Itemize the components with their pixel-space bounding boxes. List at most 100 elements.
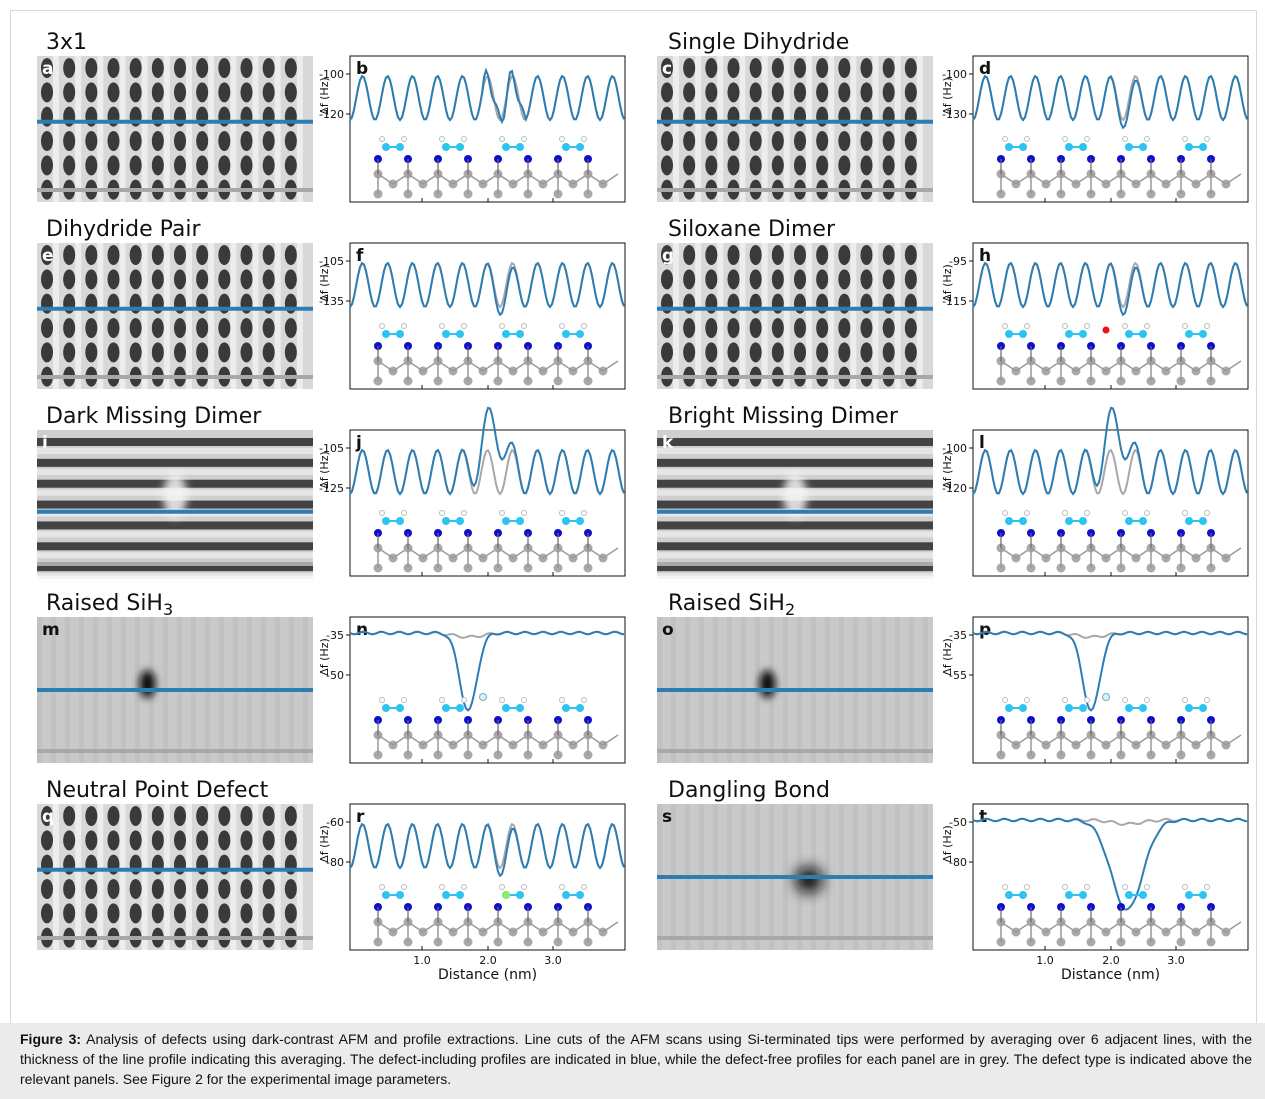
bulk-bond — [1030, 921, 1047, 933]
hydrogen-atom — [379, 510, 385, 516]
afm-bright-column — [230, 243, 237, 389]
bulk-bond — [407, 547, 424, 559]
hydrogen-atom — [379, 884, 385, 890]
afm-dark-row — [657, 542, 933, 551]
hydrogen-atom — [1062, 136, 1068, 142]
afm-dark-spot — [904, 245, 917, 265]
afm-dark-spot — [749, 342, 762, 363]
afm-dark-row — [37, 521, 313, 530]
afm-bright-column — [230, 56, 237, 202]
afm-dark-spot — [151, 342, 164, 363]
afm-dark-spot — [838, 82, 851, 103]
afm-dark-spot — [196, 58, 209, 78]
bulk-bond — [1225, 173, 1242, 185]
bulk-bond — [1150, 360, 1167, 372]
afm-dark-spot — [107, 830, 120, 851]
afm-dark-spot — [882, 82, 895, 103]
panel-letter-r: r — [356, 807, 365, 827]
afm-bright-column — [208, 243, 215, 389]
hydrogen-atom — [1182, 136, 1188, 142]
hydrogen-atom — [1062, 510, 1068, 516]
bulk-bond — [467, 360, 484, 372]
y-axis-label: Δf (Hz) — [318, 451, 331, 489]
hydrogen-atom — [1084, 884, 1090, 890]
hydrogen-atom — [581, 136, 587, 142]
hydrogen-atom — [1002, 510, 1008, 516]
afm-bright-row — [37, 531, 313, 538]
afm-bright-column — [97, 243, 104, 389]
afm-dark-spot — [218, 131, 231, 151]
plot-frame — [349, 616, 626, 764]
afm-dark-spot — [107, 245, 120, 265]
hydrogen-atom — [1204, 510, 1210, 516]
afm-bright-column — [761, 243, 768, 389]
afm-dark-spot — [816, 58, 829, 78]
afm-bright-column — [53, 804, 59, 950]
afm-dark-spot — [727, 342, 740, 363]
hydrogen-atom — [1144, 697, 1150, 703]
afm-dark-spot — [240, 245, 253, 265]
afm-bright-column — [872, 56, 879, 202]
hydrogen-atom — [1084, 697, 1090, 703]
afm-dark-spot — [41, 245, 53, 265]
afm-dark-spot — [41, 879, 53, 899]
hydrogen-atom — [379, 136, 385, 142]
bulk-bond — [1090, 547, 1107, 559]
hydrogen-atom — [401, 697, 407, 703]
afm-dark-spot — [262, 830, 275, 851]
afm-bright-column — [695, 56, 702, 202]
afm-image-o — [657, 617, 933, 763]
afm-image-q — [37, 804, 313, 950]
bulk-bond — [1180, 921, 1197, 933]
afm-dark-spot — [860, 318, 873, 338]
afm-dark-spot — [174, 131, 186, 151]
afm-dark-spot — [41, 269, 53, 290]
defect-profile-line — [349, 630, 625, 712]
afm-bright-column — [739, 56, 746, 202]
afm-dark-spot — [661, 318, 673, 338]
afm-dark-spot — [284, 318, 297, 338]
afm-dark-spot — [174, 879, 186, 899]
afm-dark-spot — [41, 58, 53, 78]
atomic-structure-model — [996, 323, 1242, 386]
afm-bright-column — [894, 243, 901, 389]
figure-caption: Figure 3: Analysis of defects using dark… — [20, 1029, 1252, 1089]
hydrogen-atom — [521, 510, 527, 516]
bulk-bond — [1000, 360, 1017, 372]
y-tick-label: -60 — [326, 816, 344, 829]
afm-dark-spot — [151, 806, 164, 826]
hydrogen-atom — [1182, 884, 1188, 890]
afm-dark-spot — [904, 318, 917, 338]
bulk-bond — [527, 173, 544, 185]
bulk-bond — [557, 921, 574, 933]
afm-dark-spot — [816, 269, 829, 290]
afm-dark-spot — [838, 342, 851, 363]
afm-dark-row — [37, 542, 313, 551]
afm-dark-spot — [683, 342, 696, 363]
afm-dark-spot — [41, 155, 53, 176]
hydrogen-atom — [499, 323, 505, 329]
afm-dark-spot — [262, 879, 275, 899]
afm-dark-spot — [129, 58, 142, 78]
afm-bright-row — [37, 573, 313, 580]
afm-dark-spot — [174, 269, 186, 290]
afm-background — [657, 56, 933, 202]
panel-letter-t: t — [979, 807, 987, 827]
afm-dark-spot — [284, 342, 297, 363]
afm-dark-spot — [240, 318, 253, 338]
bulk-bond — [497, 921, 514, 933]
panel-title: Raised SiH2 — [668, 591, 795, 619]
afm-bright-row — [657, 531, 933, 538]
hydrogen-atom — [521, 884, 527, 890]
afm-dark-spot — [727, 318, 740, 338]
afm-bright-column — [274, 56, 281, 202]
afm-dark-spot — [151, 903, 164, 924]
bulk-bond — [527, 734, 544, 746]
y-axis-label: Δf (Hz) — [941, 77, 954, 115]
afm-bright-column — [850, 243, 857, 389]
afm-bright-column — [872, 243, 879, 389]
bulk-bond — [437, 734, 454, 746]
